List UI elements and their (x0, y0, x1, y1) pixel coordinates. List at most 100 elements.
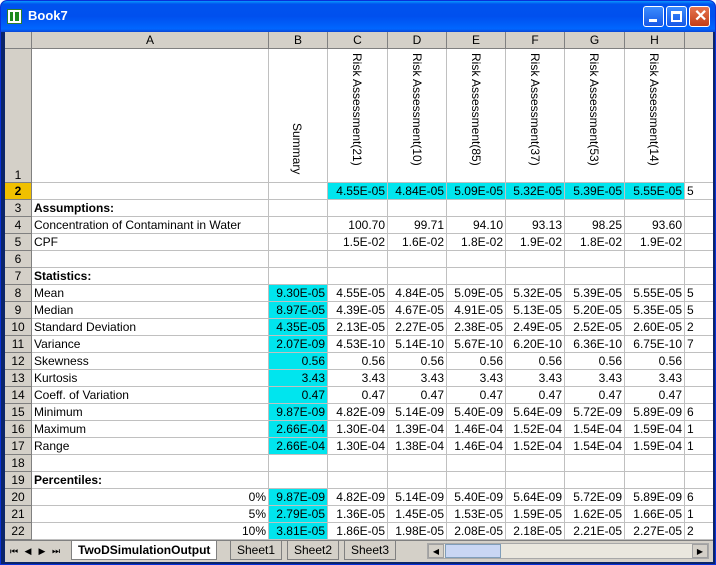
partial-cell[interactable]: 1 (685, 438, 713, 455)
value-cell[interactable]: 1.54E-04 (565, 438, 625, 455)
row-header[interactable]: 17 (5, 438, 32, 455)
last-sheet-icon[interactable]: ⏭ (51, 546, 61, 556)
value-cell[interactable]: 5.32E-05 (506, 183, 565, 200)
value-cell[interactable] (447, 200, 506, 217)
value-cell[interactable]: 5.14E-09 (388, 404, 447, 421)
value-cell[interactable]: 1.98E-05 (388, 523, 447, 540)
partial-cell[interactable]: 5 (685, 183, 713, 200)
value-cell[interactable]: 94.10 (447, 217, 506, 234)
row-header[interactable]: 14 (5, 387, 32, 404)
maximize-button[interactable] (666, 6, 687, 27)
value-cell[interactable]: 1.9E-02 (625, 234, 685, 251)
value-cell[interactable] (388, 472, 447, 489)
value-cell[interactable]: 0.47 (388, 387, 447, 404)
value-cell[interactable]: 4.39E-05 (328, 302, 388, 319)
partial-cell[interactable] (685, 234, 713, 251)
column-title-cell[interactable]: Risk Assessment(14) (625, 49, 685, 183)
value-cell[interactable]: 0.56 (328, 353, 388, 370)
row-header[interactable]: 12 (5, 353, 32, 370)
value-cell[interactable] (388, 268, 447, 285)
summary-cell[interactable]: 9.87E-09 (269, 404, 328, 421)
cell[interactable] (32, 49, 269, 183)
summary-cell[interactable]: 2.07E-09 (269, 336, 328, 353)
value-cell[interactable]: 3.43 (447, 370, 506, 387)
value-cell[interactable] (625, 455, 685, 472)
scroll-left-icon[interactable]: ◀ (428, 544, 444, 558)
value-cell[interactable]: 1.53E-05 (447, 506, 506, 523)
column-title-cell[interactable]: Risk Assessment(53) (565, 49, 625, 183)
value-cell[interactable]: 1.86E-05 (328, 523, 388, 540)
value-cell[interactable]: 2.38E-05 (447, 319, 506, 336)
value-cell[interactable] (506, 455, 565, 472)
value-cell[interactable]: 6.20E-10 (506, 336, 565, 353)
value-cell[interactable]: 5.32E-05 (506, 285, 565, 302)
row-label-cell[interactable]: CPF (32, 234, 269, 251)
value-cell[interactable]: 5.35E-05 (625, 302, 685, 319)
row-label-cell[interactable] (32, 251, 269, 268)
value-cell[interactable]: 5.14E-09 (388, 489, 447, 506)
summary-cell[interactable]: 2.79E-05 (269, 506, 328, 523)
partial-cell[interactable]: 2 (685, 523, 713, 540)
row-header[interactable]: 21 (5, 506, 32, 523)
summary-cell[interactable]: 9.87E-09 (269, 489, 328, 506)
partial-cell[interactable] (685, 217, 713, 234)
row-label-cell[interactable]: Kurtosis (32, 370, 269, 387)
column-header-d[interactable]: D (388, 32, 447, 49)
row-header[interactable]: 1 (5, 49, 32, 183)
value-cell[interactable] (328, 472, 388, 489)
column-header-h[interactable]: H (625, 32, 685, 49)
minimize-button[interactable] (643, 6, 664, 27)
horizontal-scrollbar[interactable]: ◀ ▶ (427, 543, 709, 559)
value-cell[interactable]: 5.09E-05 (447, 285, 506, 302)
value-cell[interactable]: 1.8E-02 (447, 234, 506, 251)
row-label-cell[interactable]: 10% (32, 523, 269, 540)
value-cell[interactable]: 0.47 (565, 387, 625, 404)
value-cell[interactable]: 1.8E-02 (565, 234, 625, 251)
value-cell[interactable]: 4.82E-09 (328, 404, 388, 421)
partial-cell[interactable]: 2 (685, 319, 713, 336)
summary-cell[interactable]: 4.35E-05 (269, 319, 328, 336)
scrollbar-thumb[interactable] (445, 544, 501, 558)
value-cell[interactable]: 6.36E-10 (565, 336, 625, 353)
partial-cell[interactable]: 1 (685, 506, 713, 523)
value-cell[interactable]: 0.56 (447, 353, 506, 370)
summary-cell[interactable] (269, 268, 328, 285)
value-cell[interactable] (447, 455, 506, 472)
row-header[interactable]: 22 (5, 523, 32, 540)
partial-cell[interactable] (685, 472, 713, 489)
value-cell[interactable]: 2.27E-05 (388, 319, 447, 336)
value-cell[interactable] (388, 455, 447, 472)
value-cell[interactable]: 98.25 (565, 217, 625, 234)
value-cell[interactable]: 2.08E-05 (447, 523, 506, 540)
summary-cell[interactable] (269, 200, 328, 217)
row-header[interactable]: 19 (5, 472, 32, 489)
column-header-partial[interactable] (685, 32, 713, 49)
summary-cell[interactable] (269, 472, 328, 489)
value-cell[interactable]: 4.91E-05 (447, 302, 506, 319)
value-cell[interactable]: 3.43 (328, 370, 388, 387)
tab-sheet1[interactable]: Sheet1 (230, 541, 283, 560)
value-cell[interactable] (565, 472, 625, 489)
value-cell[interactable] (388, 200, 447, 217)
value-cell[interactable]: 1.59E-05 (506, 506, 565, 523)
summary-cell[interactable]: 0.47 (269, 387, 328, 404)
value-cell[interactable] (565, 200, 625, 217)
value-cell[interactable] (328, 251, 388, 268)
value-cell[interactable]: 2.13E-05 (328, 319, 388, 336)
value-cell[interactable] (447, 251, 506, 268)
summary-cell[interactable]: 3.81E-05 (269, 523, 328, 540)
value-cell[interactable] (506, 200, 565, 217)
value-cell[interactable]: 5.13E-05 (506, 302, 565, 319)
value-cell[interactable]: 0.56 (565, 353, 625, 370)
value-cell[interactable] (625, 251, 685, 268)
value-cell[interactable]: 5.39E-05 (565, 285, 625, 302)
row-header[interactable]: 9 (5, 302, 32, 319)
partial-cell[interactable] (685, 455, 713, 472)
value-cell[interactable]: 1.6E-02 (388, 234, 447, 251)
row-header[interactable]: 5 (5, 234, 32, 251)
row-label-cell[interactable]: Coeff. of Variation (32, 387, 269, 404)
value-cell[interactable]: 100.70 (328, 217, 388, 234)
partial-cell[interactable] (685, 251, 713, 268)
value-cell[interactable]: 1.62E-05 (565, 506, 625, 523)
value-cell[interactable]: 3.43 (388, 370, 447, 387)
